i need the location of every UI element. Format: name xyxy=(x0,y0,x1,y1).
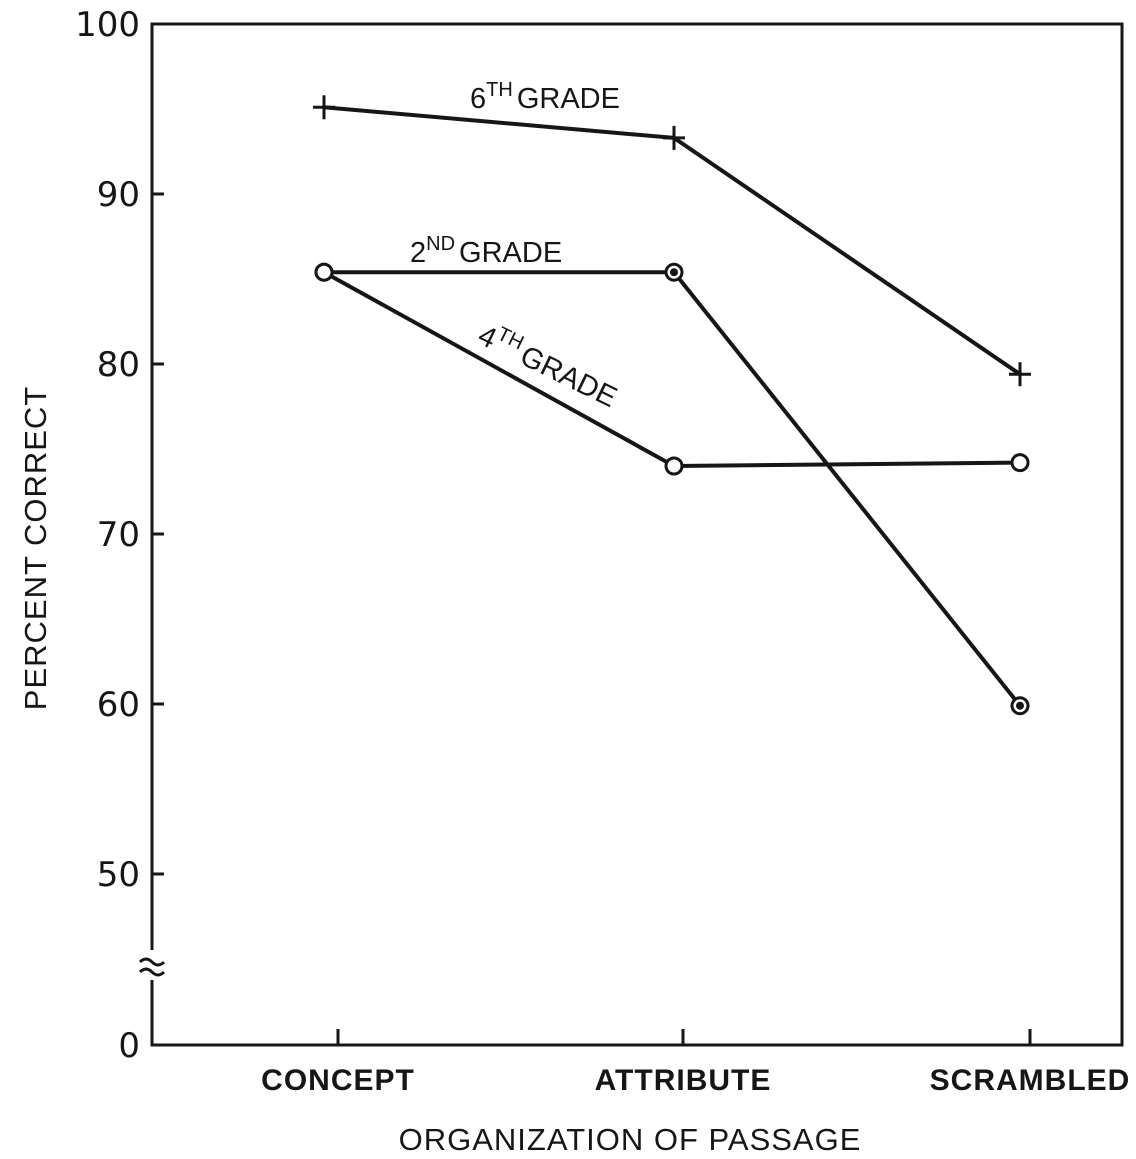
x-tick-label-concept: CONCEPT xyxy=(261,1064,415,1097)
y-axis-ticks: 0 50 60 70 80 90 100 xyxy=(75,5,164,1066)
series-markers xyxy=(313,95,1031,716)
series-4th-word: GRADE xyxy=(515,340,622,414)
point-6th-grade-concept xyxy=(313,95,335,120)
series-2nd-base: 2 xyxy=(410,237,426,269)
x-tick-label-attribute: ATTRIBUTE xyxy=(595,1064,772,1097)
series-6th-sup: TH xyxy=(486,79,513,101)
point-2nd-grade-attribute xyxy=(664,262,684,282)
point-4th-grade-scrambled xyxy=(1010,453,1030,473)
series-2nd-word: GRADE xyxy=(459,237,562,269)
series-6th-base: 6 xyxy=(470,83,486,115)
y-tick-label-50: 50 xyxy=(97,855,140,895)
y-tick-label-0: 0 xyxy=(118,1026,140,1066)
plot-frame xyxy=(150,22,1124,1047)
y-tick-label-70: 70 xyxy=(97,515,140,555)
series-lines xyxy=(322,105,1022,708)
y-tick-label-80: 80 xyxy=(97,345,140,385)
x-axis-title: ORGANIZATION OF PASSAGE xyxy=(399,1122,862,1157)
y-axis-title: PERCENT CORRECT xyxy=(18,386,53,710)
x-axis-ticks: CONCEPT ATTRIBUTE SCRAMBLED xyxy=(261,1029,1131,1097)
y-tick-label-100: 100 xyxy=(75,5,140,45)
point-6th-grade-attribute xyxy=(663,125,685,150)
point-4th-grade-concept xyxy=(314,262,334,282)
y-tick-label-60: 60 xyxy=(97,685,140,725)
x-tick-label-scrambled: SCRAMBLED xyxy=(930,1064,1131,1097)
point-4th-grade-attribute xyxy=(664,456,684,476)
series-2nd-sup: ND xyxy=(426,233,455,255)
series-line-2nd-grade xyxy=(322,270,1022,708)
series-label-2nd-grade: 2ND GRADE xyxy=(410,233,562,269)
y-tick-label-90: 90 xyxy=(97,175,140,215)
series-label-6th-grade: 6TH GRADE xyxy=(470,79,620,115)
axis-break-mark xyxy=(138,950,166,980)
point-6th-grade-scrambled xyxy=(1009,362,1031,387)
point-2nd-grade-scrambled xyxy=(1010,696,1030,716)
series-6th-word: GRADE xyxy=(517,83,620,115)
